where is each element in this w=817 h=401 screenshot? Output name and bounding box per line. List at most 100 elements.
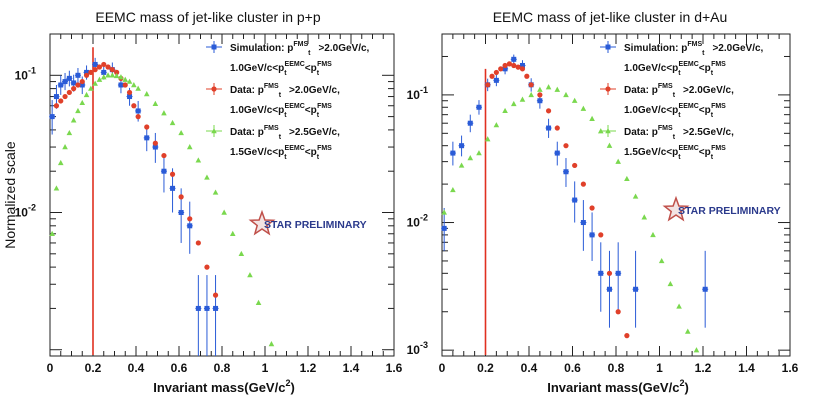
data-point <box>693 347 700 353</box>
data-point <box>96 76 103 82</box>
data-point <box>49 114 55 120</box>
data-point <box>152 144 158 150</box>
legend-marker <box>211 86 217 92</box>
data-point <box>131 103 137 109</box>
chart-title: EEMC mass of jet-like cluster in d+Au <box>493 9 728 25</box>
x-tick-label: 0.4 <box>128 361 145 375</box>
data-point <box>221 209 227 215</box>
data-point <box>511 62 517 69</box>
data-point <box>658 257 665 264</box>
data-point <box>580 105 587 111</box>
data-point <box>510 100 517 107</box>
series-circle <box>53 61 219 298</box>
data-point <box>598 232 604 238</box>
data-point <box>511 56 517 62</box>
data-point <box>537 92 543 98</box>
x-tick-label: 0.6 <box>171 361 188 375</box>
legend-text: 1.0GeV/c<ptEEMC<ptFMS <box>230 61 332 77</box>
data-point <box>528 82 534 88</box>
data-point <box>641 214 648 220</box>
x-tick-label: 1 <box>262 361 269 375</box>
data-point <box>187 216 193 222</box>
data-point <box>589 232 595 238</box>
data-point <box>105 64 111 70</box>
legend-text: Simulation: pFMSt >2.0GeV/c, <box>624 41 764 57</box>
data-point <box>563 143 569 149</box>
data-point <box>247 272 253 278</box>
x-tick-label: 0.6 <box>564 361 581 375</box>
x-tick-label: 1.2 <box>695 361 712 375</box>
watermark-text: STAR PRELIMINARY <box>678 205 781 217</box>
y-axis-label: Normalized scale <box>2 141 18 249</box>
legend-text: 1.0GeV/c<ptEEMC<ptFMS <box>624 61 726 77</box>
legend-text: Simulation: pFMSt >2.0GeV/c, <box>230 41 370 57</box>
data-point <box>131 81 137 88</box>
data-point <box>467 120 473 126</box>
data-point <box>66 75 72 81</box>
legend-entry: Data: pFMSt >2.5GeV/c, 1.5GeV/c<ptEEMC<ptF… <box>600 125 734 161</box>
data-point <box>493 69 499 76</box>
data-point <box>476 104 482 110</box>
data-point <box>467 155 474 161</box>
data-point <box>58 82 64 88</box>
data-point <box>92 61 98 67</box>
data-point <box>83 91 90 98</box>
data-point <box>545 84 552 90</box>
data-point <box>606 286 612 292</box>
data-point <box>57 159 64 166</box>
data-point <box>62 93 68 100</box>
data-point <box>170 185 176 191</box>
data-point <box>79 99 86 106</box>
data-point <box>161 168 167 174</box>
data-point <box>70 117 77 123</box>
data-point <box>195 305 201 311</box>
x-tick-label: 0.8 <box>608 361 625 375</box>
data-point <box>75 107 81 114</box>
chart-title: EEMC mass of jet-like cluster in p+p <box>95 9 320 25</box>
series-triangle <box>49 72 275 347</box>
x-tick-label: 1.4 <box>738 361 755 375</box>
data-point <box>268 341 275 347</box>
data-point <box>71 86 77 92</box>
data-point <box>161 110 167 116</box>
data-point <box>143 91 150 97</box>
series-triangle <box>441 84 700 353</box>
data-point <box>485 82 491 88</box>
data-point <box>213 305 219 311</box>
data-point <box>684 328 691 334</box>
data-point <box>506 61 513 67</box>
data-point <box>88 85 94 91</box>
data-point <box>79 78 85 85</box>
data-point <box>161 152 167 159</box>
data-point <box>615 270 621 276</box>
data-point <box>84 69 90 75</box>
data-point <box>109 72 116 78</box>
data-point <box>169 171 176 177</box>
data-point <box>676 303 682 309</box>
legend-text: 1.0GeV/c<ptEEMC<ptFMS <box>624 103 726 119</box>
data-point <box>195 240 201 246</box>
data-point <box>113 72 120 79</box>
data-point <box>71 80 77 86</box>
data-point <box>633 286 639 292</box>
data-point <box>450 150 456 156</box>
data-point <box>554 125 560 131</box>
data-point <box>178 194 184 200</box>
legend-entry: Simulation: pFMSt >2.0GeV/c, 1.0GeV/c<ptEE… <box>206 41 370 77</box>
data-point <box>606 270 613 276</box>
data-point <box>62 144 68 150</box>
data-point <box>195 157 202 163</box>
x-tick-label: 1.6 <box>782 361 799 375</box>
data-point <box>459 143 465 149</box>
series-circle <box>485 61 630 339</box>
data-point <box>537 98 543 104</box>
data-point <box>571 97 578 103</box>
watermark-text: STAR PRELIMINARY <box>264 219 367 231</box>
legend-entry: Data: pFMSt >2.0GeV/c, 1.0GeV/c<ptEEMC<ptF… <box>206 83 340 119</box>
data-point <box>519 96 526 102</box>
data-point <box>178 129 184 136</box>
x-tick-label: 0.2 <box>85 361 102 375</box>
data-point <box>109 67 115 73</box>
data-point <box>135 114 141 120</box>
data-point <box>75 72 81 78</box>
